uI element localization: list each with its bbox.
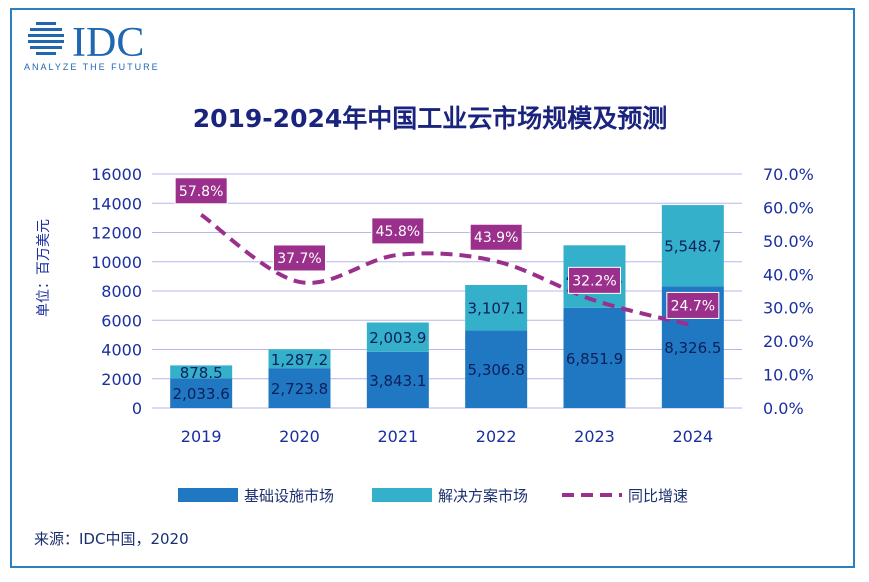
bar-label-infrastructure: 2,033.6 bbox=[173, 385, 230, 403]
bar-infrastructure bbox=[563, 307, 626, 408]
x-tick-label: 2023 bbox=[574, 427, 615, 446]
bar-infrastructure bbox=[366, 351, 429, 408]
y-tick-label: 10000 bbox=[91, 253, 142, 272]
y-tick-label: 6000 bbox=[101, 311, 142, 330]
legend-swatch-infrastructure bbox=[178, 488, 238, 502]
legend: 基础设施市场 解决方案市场 同比增速 bbox=[178, 487, 688, 505]
bar-label-solution: 878.5 bbox=[180, 364, 223, 382]
left-axis-ticks: 16000 14000 12000 10000 8000 6000 4000 2000 0 bbox=[91, 165, 142, 418]
y2-tick-label: 70.0% bbox=[763, 165, 814, 184]
bar-label-infrastructure: 5,306.8 bbox=[468, 361, 525, 379]
growth-label-box bbox=[568, 266, 621, 294]
growth-label: 45.8% bbox=[376, 224, 420, 240]
bar-infrastructure bbox=[268, 368, 331, 408]
bar-label-solution: 2,003.9 bbox=[369, 329, 426, 347]
bar-label-solution: 1,287.2 bbox=[271, 351, 328, 369]
bar-solution bbox=[661, 205, 724, 287]
y2-tick-label: 50.0% bbox=[763, 232, 814, 251]
growth-label: 43.9% bbox=[474, 230, 518, 246]
y-tick-label: 8000 bbox=[101, 282, 142, 301]
source-note: 来源：IDC中国，2020 bbox=[34, 530, 189, 548]
x-tick-label: 2020 bbox=[279, 427, 320, 446]
bar-infrastructure bbox=[465, 330, 528, 408]
growth-line: 57.8% 37.7% 45.8% 43.9% 32.2% 24.7% bbox=[174, 177, 720, 328]
y-tick-label: 16000 bbox=[91, 165, 142, 184]
y-tick-label: 12000 bbox=[91, 224, 142, 243]
growth-label: 32.2% bbox=[572, 273, 616, 289]
y2-tick-label: 10.0% bbox=[763, 366, 814, 385]
bar-label-solution: 5,548.7 bbox=[664, 238, 721, 256]
x-tick-label: 2021 bbox=[377, 427, 418, 446]
logo-tagline: ANALYZE THE FUTURE bbox=[24, 62, 160, 72]
bar-label-infrastructure: 3,843.1 bbox=[369, 372, 426, 390]
globe-icon bbox=[28, 22, 64, 55]
legend-label-growth: 同比增速 bbox=[628, 487, 688, 505]
x-tick-label: 2024 bbox=[672, 427, 713, 446]
y2-tick-label: 60.0% bbox=[763, 198, 814, 217]
bar-label-solution: 3,107.1 bbox=[468, 300, 525, 318]
growth-label: 37.7% bbox=[277, 251, 321, 267]
idc-logo: IDC bbox=[28, 20, 144, 66]
growth-label-box bbox=[371, 217, 425, 245]
y-tick-label: 2000 bbox=[101, 370, 142, 389]
bar-label-infrastructure: 8,326.5 bbox=[664, 339, 721, 357]
bar-label-infrastructure: 6,851.9 bbox=[566, 350, 623, 368]
x-tick-label: 2019 bbox=[181, 427, 222, 446]
legend-label-infrastructure: 基础设施市场 bbox=[244, 487, 334, 505]
chart-title: 2019-2024年中国工业云市场规模及预测 bbox=[193, 104, 668, 133]
growth-label-box bbox=[666, 291, 720, 319]
growth-label-box bbox=[174, 177, 228, 205]
y2-tick-label: 30.0% bbox=[763, 299, 814, 318]
y-tick-label: 14000 bbox=[91, 194, 142, 213]
y-axis-label: 单位：百万美元 bbox=[36, 219, 52, 317]
bar-solution bbox=[366, 322, 429, 352]
legend-label-solution: 解决方案市场 bbox=[438, 487, 528, 505]
gridlines bbox=[152, 173, 742, 409]
growth-label: 57.8% bbox=[179, 184, 223, 200]
bars: 2,033.6 878.5 2,723.8 1,287.2 3,843.1 2,003.9… bbox=[170, 205, 724, 408]
legend-swatch-solution bbox=[372, 488, 432, 502]
x-axis-ticks: 2019 2020 2021 2022 2023 2024 bbox=[181, 427, 713, 446]
logo-text: IDC bbox=[72, 20, 144, 66]
y2-tick-label: 20.0% bbox=[763, 332, 814, 351]
bar-solution bbox=[465, 284, 528, 331]
y2-tick-label: 40.0% bbox=[763, 265, 814, 284]
y2-tick-label: 0.0% bbox=[763, 399, 804, 418]
y-tick-label: 0 bbox=[132, 399, 142, 418]
bar-solution bbox=[170, 365, 233, 379]
growth-label: 24.7% bbox=[671, 298, 715, 314]
growth-label-box bbox=[469, 223, 523, 251]
growth-line-path bbox=[200, 213, 694, 328]
bar-infrastructure bbox=[170, 378, 233, 408]
bar-solution bbox=[268, 349, 331, 369]
bar-label-infrastructure: 2,723.8 bbox=[271, 380, 328, 398]
y-tick-label: 4000 bbox=[101, 341, 142, 360]
right-axis-ticks: 70.0% 60.0% 50.0% 40.0% 30.0% 20.0% 10.0% 0.0% bbox=[763, 165, 814, 418]
x-tick-label: 2022 bbox=[476, 427, 517, 446]
growth-label-box bbox=[273, 244, 326, 272]
